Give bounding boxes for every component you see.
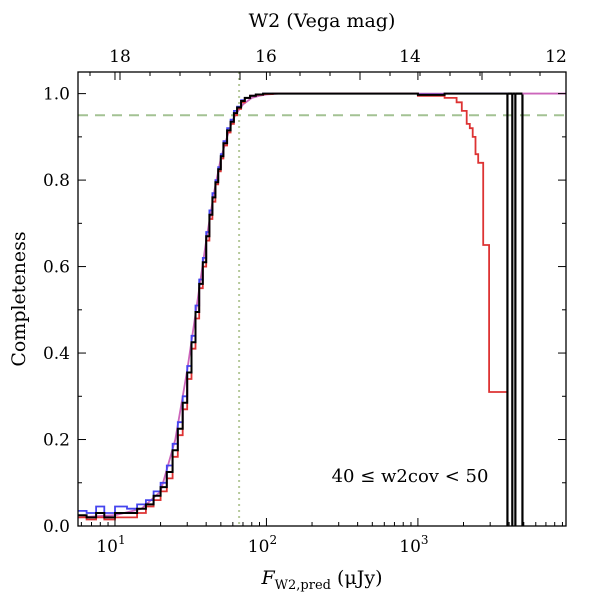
top-tick-label: 16 [255, 47, 277, 67]
x-axis-label: FW2,pred (μJy) [260, 567, 382, 593]
y-axis-label: Completeness [8, 231, 30, 366]
x-tick-label-exponent: 3 [421, 533, 429, 547]
top-tick-label: 14 [399, 47, 421, 67]
y-tick-label: 1.0 [43, 85, 70, 105]
x-axis-label-subscript: W2,pred [275, 578, 331, 593]
x-tick-label-base: 10 [399, 537, 421, 557]
series-black-line [78, 92, 508, 519]
x-tick-label: 103 [399, 533, 428, 557]
top-tick-label: 18 [109, 47, 131, 67]
x-tick-label: 102 [248, 533, 277, 557]
x-tick-label-base: 10 [96, 537, 118, 557]
x-tick-label: 101 [96, 533, 125, 557]
x-tick-label-exponent: 2 [269, 533, 277, 547]
chart-annotation: 40 ≤ w2cov < 50 [332, 466, 489, 487]
x-axis-label-main: F [260, 567, 275, 589]
x-tick-label-base: 10 [248, 537, 270, 557]
plot-frame [77, 71, 567, 527]
y-tick-label: 0.8 [43, 171, 70, 191]
top-x-axis-label: W2 (Vega mag) [249, 10, 396, 32]
axis-ticks [78, 72, 566, 527]
y-tick-label: 0.6 [43, 258, 70, 278]
y-tick-label: 0.0 [43, 517, 70, 537]
x-axis-label-unit: (μJy) [331, 567, 383, 589]
y-tick-label: 0.2 [43, 431, 70, 451]
top-tick-label: 12 [545, 47, 567, 67]
x-tick-label-exponent: 1 [118, 533, 126, 547]
y-tick-label: 0.4 [43, 344, 70, 364]
